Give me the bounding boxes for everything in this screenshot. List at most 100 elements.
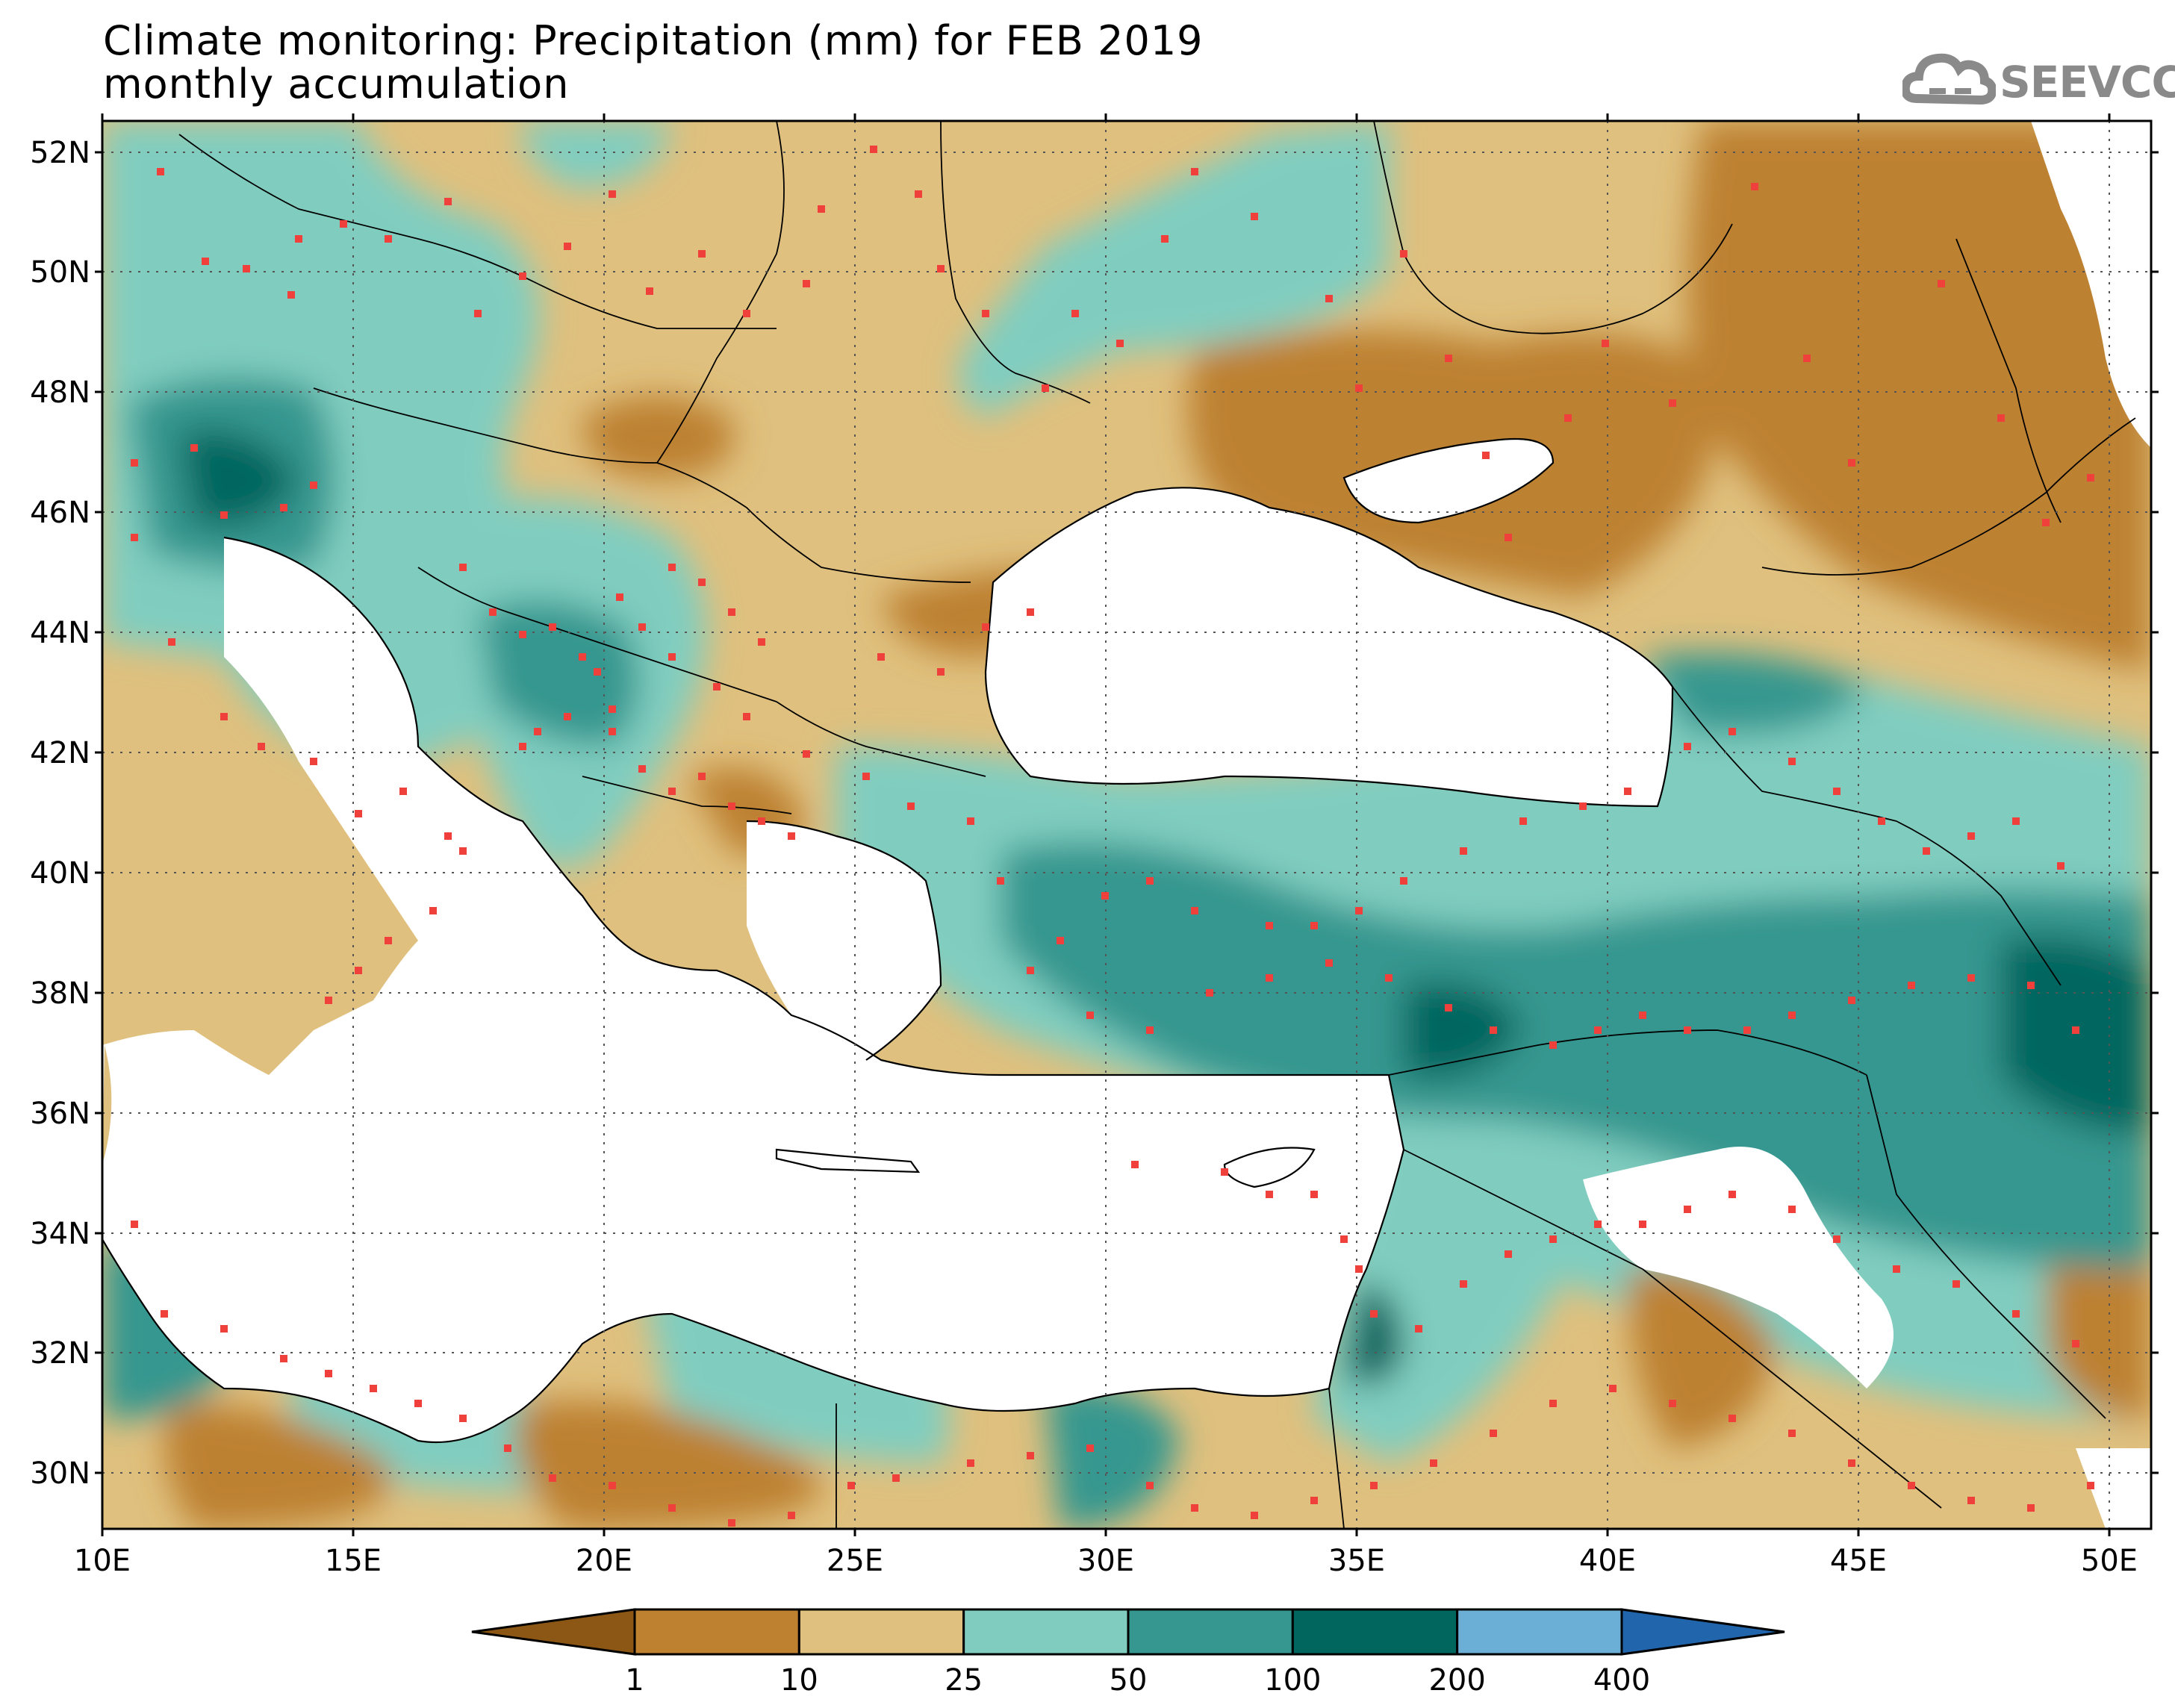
station-marker [1251,1512,1258,1519]
station-marker [1191,1504,1198,1512]
region-teal-north [521,121,672,187]
station-marker [1848,459,1855,467]
station-marker [444,832,452,840]
lon-label: 25E [827,1544,883,1578]
caspian-nodata [2031,121,2151,448]
longitude-labels: 10E 15E 20E 25E 30E 35E 40E 45E 50E [74,1544,2138,1578]
latitude-labels: 52N 50N 48N 46N 44N 42N 40N 38N 36N 34N 32N 30N [30,136,90,1491]
station-marker [638,765,646,773]
lat-label: 46N [30,496,90,530]
lat-label: 48N [30,375,90,410]
station-marker [1340,1235,1348,1243]
cloud-icon [1902,53,1996,105]
station-marker [2012,1310,2020,1318]
station-marker [907,802,915,810]
station-marker [1878,817,1885,825]
lon-label: 40E [1579,1544,1636,1578]
lon-label: 45E [1830,1544,1887,1578]
station-marker [1967,974,1975,982]
station-marker [2087,1482,2094,1489]
station-marker [609,728,616,735]
lat-label: 50N [30,255,90,290]
black-sea [986,487,1673,806]
station-marker [1729,1191,1736,1198]
station-marker [1788,1430,1796,1437]
station-marker [519,743,526,750]
station-marker [1788,1206,1796,1213]
lon-label: 30E [1077,1544,1134,1578]
station-marker [1385,974,1393,982]
station-marker [220,1325,228,1333]
station-marker [385,937,392,944]
station-marker [1355,384,1363,392]
station-marker [310,758,317,765]
map-frame [101,119,2153,1530]
station-marker [287,291,295,299]
station-marker [220,511,228,519]
station-marker [325,1370,332,1377]
station-marker [1751,183,1758,190]
station-marker [1325,295,1333,302]
station-marker [1788,758,1796,765]
station-marker [202,258,209,265]
station-marker [243,265,250,272]
station-marker [280,1355,287,1362]
station-marker [1266,1191,1273,1198]
lon-label: 50E [2081,1544,2138,1578]
region-brown-iraq [1628,1267,1777,1448]
station-marker [504,1444,511,1452]
station-marker [1997,414,2005,422]
station-marker [1482,452,1490,459]
station-marker [459,1415,467,1422]
region-verydark-levant [1344,1284,1404,1386]
station-marker [1602,340,1609,347]
station-marker [743,713,750,720]
station-marker [131,534,138,541]
station-marker [534,728,541,735]
station-marker [982,623,989,631]
station-marker [1042,384,1049,392]
station-marker [803,750,810,758]
station-marker [157,168,164,175]
station-marker [1071,310,1079,317]
arabian-desert-nodata [1583,1147,1894,1388]
station-marker [549,1474,556,1482]
colorbar-label: 200 [1428,1663,1485,1698]
station-marker [1967,1497,1975,1504]
station-marker [474,310,482,317]
station-marker [877,653,885,661]
lat-label: 32N [30,1336,90,1371]
station-marker [295,235,302,243]
map-title-line2: monthly accumulation [103,60,570,107]
station-marker [937,265,945,272]
station-marker [429,907,437,914]
station-marker [818,205,825,213]
station-marker [1370,1310,1378,1318]
station-marker [1116,340,1124,347]
logo-text: SEEVCCC [2000,57,2175,107]
station-marker [1684,1206,1691,1213]
station-marker [967,817,974,825]
station-marker [668,1504,676,1512]
station-marker [1430,1459,1437,1467]
station-marker [1833,788,1840,795]
station-marker [1161,235,1169,243]
station-marker [1505,534,1512,541]
station-marker [2072,1026,2079,1034]
station-marker [1191,168,1198,175]
lat-label: 52N [30,136,90,170]
station-marker [459,847,467,855]
lon-label: 35E [1328,1544,1385,1578]
station-marker [1086,1012,1094,1019]
colorbar-box [1127,1608,1294,1656]
station-marker [1191,907,1198,914]
station-marker [131,1221,138,1228]
lat-label: 44N [30,616,90,650]
station-marker [1967,832,1975,840]
station-marker [1131,1161,1139,1168]
station-marker [2027,1504,2035,1512]
station-marker [2012,817,2020,825]
station-marker [459,564,467,571]
station-marker [1923,847,1930,855]
station-marker [1848,1459,1855,1467]
